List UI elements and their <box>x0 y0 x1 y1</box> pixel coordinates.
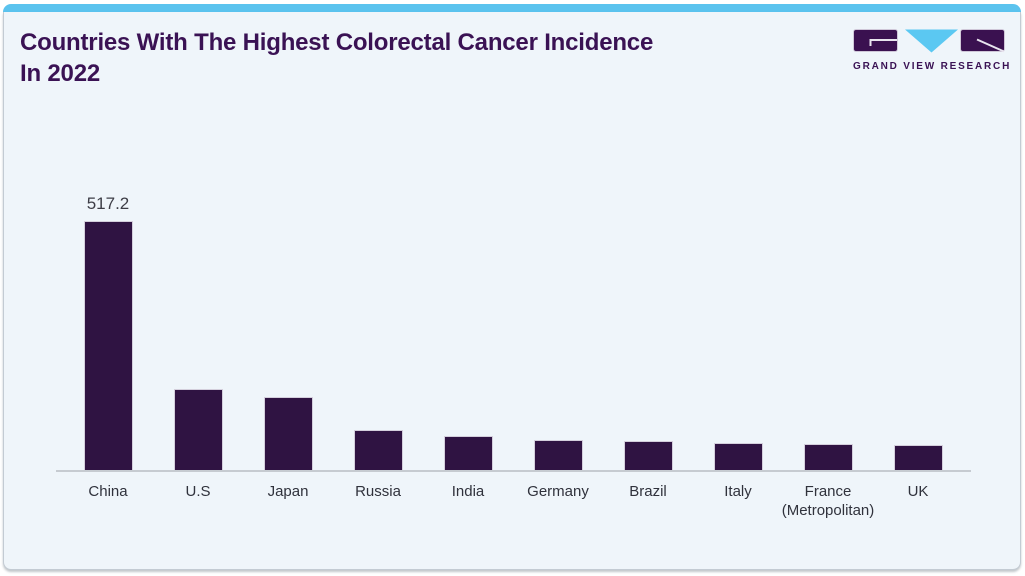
logo-g-glyph <box>869 39 897 46</box>
bar-group: Brazil <box>603 170 693 500</box>
bar <box>173 389 223 470</box>
bar-group: France (Metropolitan) <box>782 170 874 519</box>
x-axis-label: Germany <box>527 483 589 500</box>
bar <box>713 443 763 470</box>
x-axis-label: Japan <box>267 483 309 500</box>
bar <box>623 441 673 470</box>
accent-topbar <box>3 4 1021 12</box>
x-axis-label: U.S <box>185 483 211 500</box>
x-axis-label: Italy <box>724 483 752 500</box>
bar-group: Japan <box>243 170 333 500</box>
bar-group: Russia <box>333 170 423 500</box>
bar <box>893 445 943 470</box>
bar-group: Germany <box>513 170 603 500</box>
logo-r-glyph <box>976 38 1005 53</box>
x-axis-label: India <box>451 483 485 500</box>
x-axis-label: Russia <box>355 483 401 500</box>
bar-series: 517.2 China U.S Japan Russia India Germany Braz… <box>63 170 963 519</box>
logo-wordmark: GRAND VIEW RESEARCH <box>853 61 1012 72</box>
x-axis-label: France (Metropolitan) <box>781 483 875 519</box>
bar <box>803 444 853 470</box>
bar-group: Italy <box>693 170 783 500</box>
bar-value-label: 517.2 <box>86 194 130 213</box>
bar <box>83 221 133 470</box>
gvr-logo: GRAND VIEW RESEARCH <box>853 28 1012 72</box>
logo-gvr-icon <box>853 29 1005 53</box>
plot-area: 517.2 China U.S Japan Russia India Germany Braz… <box>56 170 971 519</box>
bar <box>353 430 403 470</box>
bar <box>263 397 313 470</box>
x-axis-label: China <box>88 483 128 500</box>
bar <box>443 436 493 470</box>
bar-group: 517.2 China <box>63 170 153 500</box>
bar-group: India <box>423 170 513 500</box>
logo-v-icon <box>905 29 958 53</box>
bar-group: U.S <box>153 170 243 500</box>
x-axis-label: UK <box>907 483 929 500</box>
bar <box>533 440 583 470</box>
card-background <box>3 12 1021 570</box>
page-title: Countries With The Highest Colorectal Ca… <box>20 29 654 87</box>
x-axis-label: Brazil <box>629 483 667 500</box>
bar-group: UK <box>873 170 963 500</box>
gvr-logo-marks <box>853 28 1005 54</box>
